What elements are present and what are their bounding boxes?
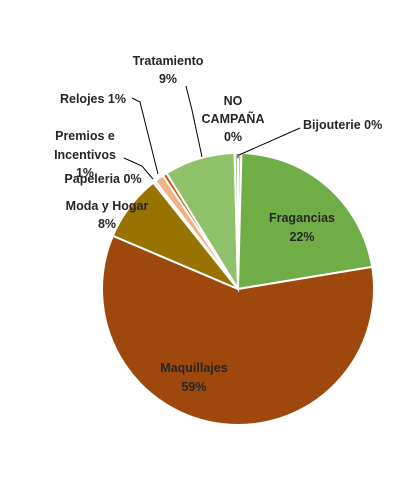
label-moda-name: Moda y Hogar xyxy=(66,199,149,213)
label-premios-line2: Incentivos xyxy=(54,148,116,162)
pie-slice-no_campana xyxy=(233,151,239,290)
label-papeleria: Papeleria 0% xyxy=(64,172,141,186)
leader-line-bijouterie xyxy=(238,127,301,156)
label-tratamiento-pct: 9% xyxy=(159,72,177,86)
label-relojes: Relojes 1% xyxy=(60,92,126,106)
pie-slices xyxy=(101,151,375,426)
label-tratamiento-name: Tratamiento xyxy=(133,54,204,68)
leader-lines xyxy=(123,85,301,180)
leader-line-relojes xyxy=(131,97,159,175)
label-premios-pct: 1% xyxy=(76,166,94,180)
label-nocampana-pct: 0% xyxy=(224,130,242,144)
pie-slice-fragancias xyxy=(236,152,374,291)
leader-line-tratamiento xyxy=(185,85,203,158)
label-maquillajes-name: Maquillajes xyxy=(160,361,227,375)
leader-line-premios xyxy=(123,157,154,180)
label-nocampana-line2: CAMPAÑA xyxy=(202,111,265,126)
label-moda-pct: 8% xyxy=(98,217,116,231)
label-premios-line1: Premios e xyxy=(55,129,115,143)
label-nocampana-line1: NO xyxy=(224,94,243,108)
label-fragancias-pct: 22% xyxy=(289,230,314,244)
label-fragancias-name: Fragancias xyxy=(269,211,335,225)
label-maquillajes-pct: 59% xyxy=(181,380,206,394)
label-bijouterie: Bijouterie 0% xyxy=(303,118,382,132)
data-labels: Bijouterie 0% Fragancias 22% Maquillajes… xyxy=(54,54,382,394)
pie-slice-maquillajes xyxy=(101,234,375,426)
